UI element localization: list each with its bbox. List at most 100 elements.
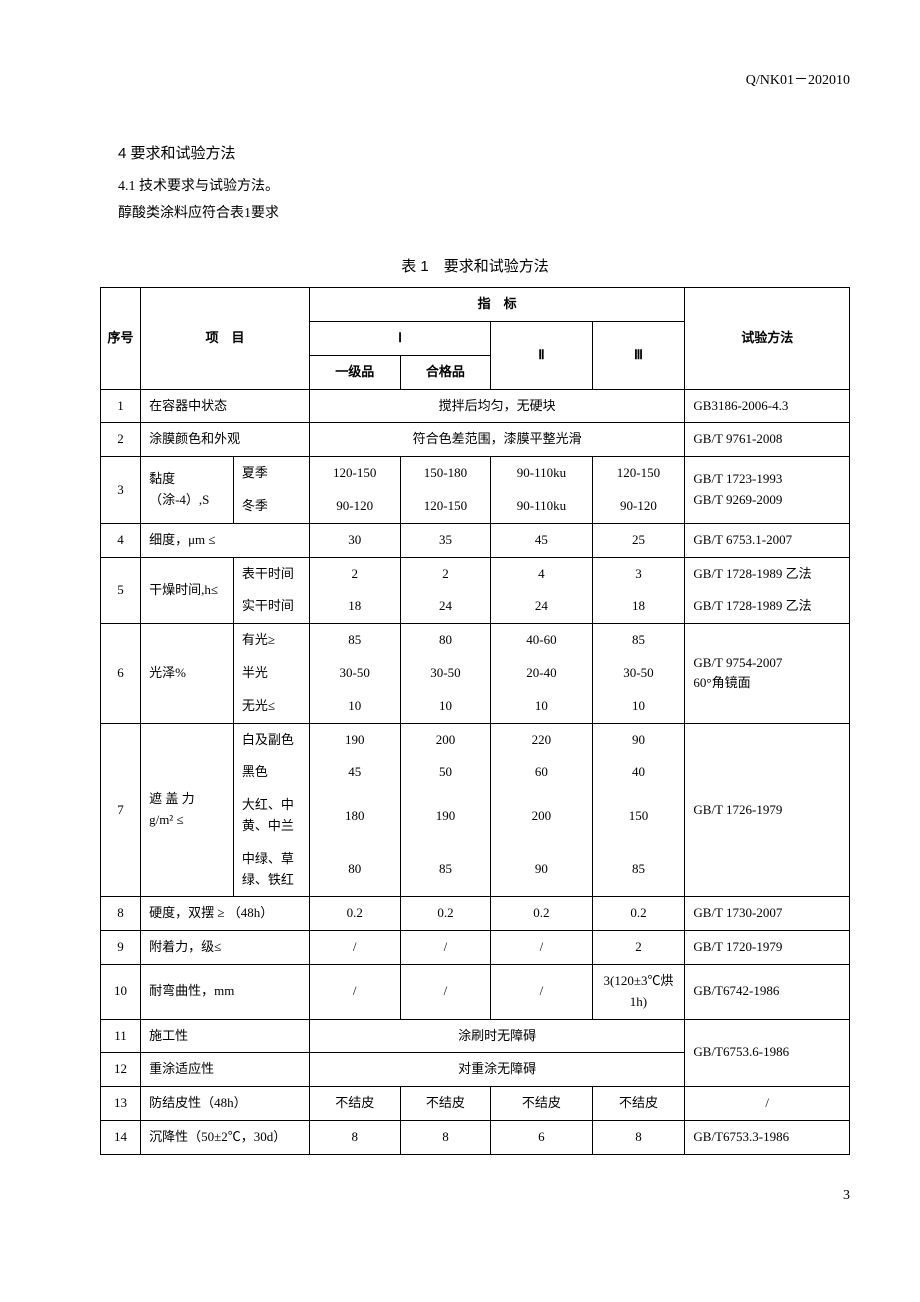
cell-item: 附着力，级≤ xyxy=(141,931,310,965)
cell-subitem: 黑色 xyxy=(233,756,309,789)
cell-value: 90-110ku xyxy=(491,490,592,523)
cell-seq: 13 xyxy=(101,1087,141,1121)
cell-item: 硬度，双摆 ≥ （48h） xyxy=(141,897,310,931)
cell-value: 24 xyxy=(491,590,592,623)
table-row: 11 施工性 涂刷时无障碍 GB/T6753.6-1986 xyxy=(101,1019,850,1053)
cell-item: 重涂适应性 xyxy=(141,1053,310,1087)
table-row: 5 干燥时间,h≤ 表干时间 2 2 4 3 GB/T 1728-1989 乙法 xyxy=(101,557,850,590)
cell-subitem: 中绿、草绿、铁红 xyxy=(233,843,309,897)
cell-seq: 1 xyxy=(101,389,141,423)
cell-subitem: 无光≤ xyxy=(233,690,309,723)
cell-item: 干燥时间,h≤ xyxy=(141,557,234,624)
cell-value: 45 xyxy=(309,756,400,789)
cell-value: / xyxy=(400,931,491,965)
cell-value: 18 xyxy=(592,590,685,623)
cell-value: 0.2 xyxy=(491,897,592,931)
cell-subitem: 有光≥ xyxy=(233,624,309,657)
table-row: 8 硬度，双摆 ≥ （48h） 0.2 0.2 0.2 0.2 GB/T 173… xyxy=(101,897,850,931)
header-grade1: 一级品 xyxy=(309,355,400,389)
cell-value: 85 xyxy=(592,624,685,657)
table-caption: 表 1 要求和试验方法 xyxy=(100,255,850,279)
cell-value: 25 xyxy=(592,523,685,557)
cell-method: GB/T 1728-1989 乙法 xyxy=(685,590,850,623)
cell-value: 80 xyxy=(309,843,400,897)
cell-value: 90 xyxy=(491,843,592,897)
cell-value: 不结皮 xyxy=(592,1087,685,1121)
cell-value: 4 xyxy=(491,557,592,590)
cell-method: GB/T6753.3-1986 xyxy=(685,1120,850,1154)
cell-value: 2 xyxy=(400,557,491,590)
cell-value: 30 xyxy=(309,523,400,557)
cell-value: / xyxy=(309,931,400,965)
cell-value: 30-50 xyxy=(400,657,491,690)
cell-value: 8 xyxy=(592,1120,685,1154)
cell-seq: 2 xyxy=(101,423,141,457)
cell-value: / xyxy=(491,931,592,965)
header-row-1: 序号 项 目 指 标 试验方法 xyxy=(101,288,850,322)
cell-item: 黏度（涂-4）,S xyxy=(141,457,234,524)
cell-value: 不结皮 xyxy=(400,1087,491,1121)
cell-value: 190 xyxy=(400,789,491,843)
cell-value: 不结皮 xyxy=(491,1087,592,1121)
cell-value: 90-110ku xyxy=(491,457,592,490)
cell-value: 8 xyxy=(400,1120,491,1154)
cell-value: 24 xyxy=(400,590,491,623)
cell-subitem: 大红、中黄、中兰 xyxy=(233,789,309,843)
cell-value: 90-120 xyxy=(309,490,400,523)
page-number: 3 xyxy=(100,1185,850,1207)
cell-value: 10 xyxy=(309,690,400,723)
table-row: 9 附着力，级≤ / / / 2 GB/T 1720-1979 xyxy=(101,931,850,965)
cell-subitem: 夏季 xyxy=(233,457,309,490)
cell-item: 耐弯曲性，mm xyxy=(141,964,310,1019)
cell-seq: 8 xyxy=(101,897,141,931)
section-heading: 4 要求和试验方法 xyxy=(118,142,850,166)
cell-value: 0.2 xyxy=(400,897,491,931)
subsection-line: 4.1 技术要求与试验方法。 xyxy=(118,176,850,198)
cell-seq: 4 xyxy=(101,523,141,557)
cell-seq: 6 xyxy=(101,624,141,723)
cell-value: 200 xyxy=(491,789,592,843)
header-indicator: 指 标 xyxy=(309,288,685,322)
cell-value: 8 xyxy=(309,1120,400,1154)
cell-value: 18 xyxy=(309,590,400,623)
table-row: 13 防结皮性（48h） 不结皮 不结皮 不结皮 不结皮 / xyxy=(101,1087,850,1121)
cell-value: 10 xyxy=(592,690,685,723)
cell-value: 180 xyxy=(309,789,400,843)
cell-item: 涂膜颜色和外观 xyxy=(141,423,310,457)
cell-subitem: 表干时间 xyxy=(233,557,309,590)
section-title: 要求和试验方法 xyxy=(131,145,236,162)
cell-value: 45 xyxy=(491,523,592,557)
cell-value: 120-150 xyxy=(592,457,685,490)
cell-value: 150-180 xyxy=(400,457,491,490)
cell-value: 6 xyxy=(491,1120,592,1154)
cell-subitem: 冬季 xyxy=(233,490,309,523)
cell-method: GB/T 6753.1-2007 xyxy=(685,523,850,557)
table-row: 6 光泽% 有光≥ 85 80 40-60 85 GB/T 9754-2007 … xyxy=(101,624,850,657)
cell-value: 3(120±3℃烘 1h) xyxy=(592,964,685,1019)
intro-line: 醇酸类涂料应符合表1要求 xyxy=(118,203,850,225)
cell-value: 10 xyxy=(400,690,491,723)
cell-value: 符合色差范围，漆膜平整光滑 xyxy=(309,423,685,457)
cell-seq: 10 xyxy=(101,964,141,1019)
table-row: 10 耐弯曲性，mm / / / 3(120±3℃烘 1h) GB/T6742-… xyxy=(101,964,850,1019)
cell-method: GB/T6742-1986 xyxy=(685,964,850,1019)
cell-value: / xyxy=(309,964,400,1019)
cell-value: 3 xyxy=(592,557,685,590)
document-id: Q/NK01－202010 xyxy=(100,70,850,92)
cell-item: 细度，μm ≤ xyxy=(141,523,310,557)
header-method: 试验方法 xyxy=(685,288,850,389)
cell-seq: 7 xyxy=(101,723,141,897)
cell-value: 搅拌后均匀，无硬块 xyxy=(309,389,685,423)
header-grade-ok: 合格品 xyxy=(400,355,491,389)
cell-item: 遮 盖 力 g/m² ≤ xyxy=(141,723,234,897)
cell-value: 60 xyxy=(491,756,592,789)
cell-value: 85 xyxy=(592,843,685,897)
header-item: 项 目 xyxy=(141,288,310,389)
cell-method: GB/T 1720-1979 xyxy=(685,931,850,965)
cell-method: GB/T 9754-2007 60°角镜面 xyxy=(685,624,850,723)
cell-method: GB/T6753.6-1986 xyxy=(685,1019,850,1087)
cell-value: 150 xyxy=(592,789,685,843)
cell-value: / xyxy=(491,964,592,1019)
cell-method: GB/T 1726-1979 xyxy=(685,723,850,897)
cell-item: 防结皮性（48h） xyxy=(141,1087,310,1121)
